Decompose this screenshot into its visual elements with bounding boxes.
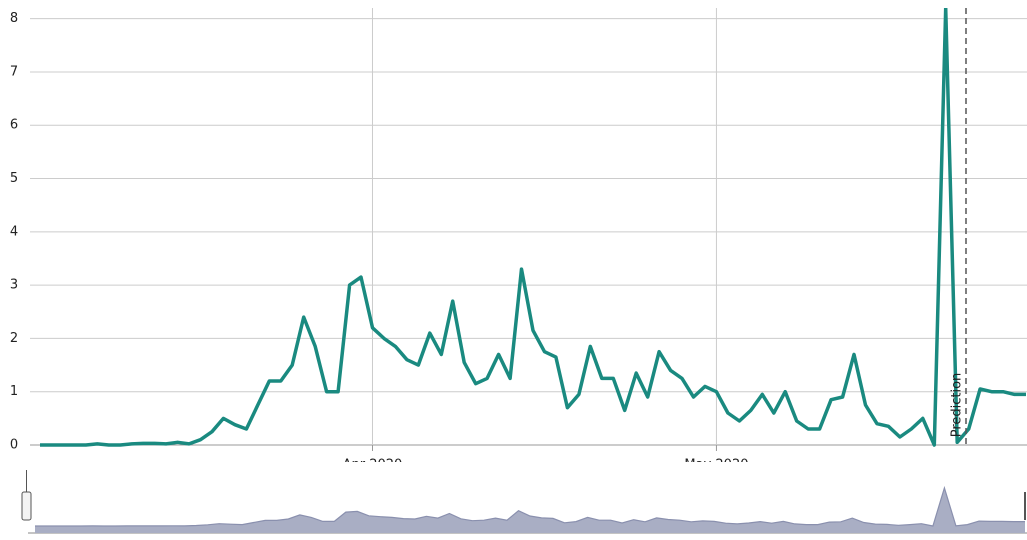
series-line: [40, 8, 1026, 447]
y-tick-label: 2: [10, 331, 18, 346]
navigator-handle-left[interactable]: [21, 491, 32, 521]
y-tick-label: 5: [10, 171, 18, 186]
y-tick-label: 7: [10, 64, 18, 79]
y-tick-label: 3: [10, 278, 18, 293]
y-tick-label: 8: [10, 11, 18, 26]
y-tick-label: 4: [10, 224, 18, 239]
plot: [40, 8, 1026, 447]
grid: 012345678Apr 2020May 2020: [10, 8, 1027, 473]
y-tick-label: 0: [10, 438, 18, 453]
navigator-line: [35, 485, 1025, 527]
y-tick-label: 6: [10, 118, 18, 133]
navigator-area: [35, 488, 1025, 533]
y-tick-label: 1: [10, 384, 18, 399]
prediction-label: Prediction: [950, 373, 965, 438]
navigator-group: [35, 485, 1025, 533]
